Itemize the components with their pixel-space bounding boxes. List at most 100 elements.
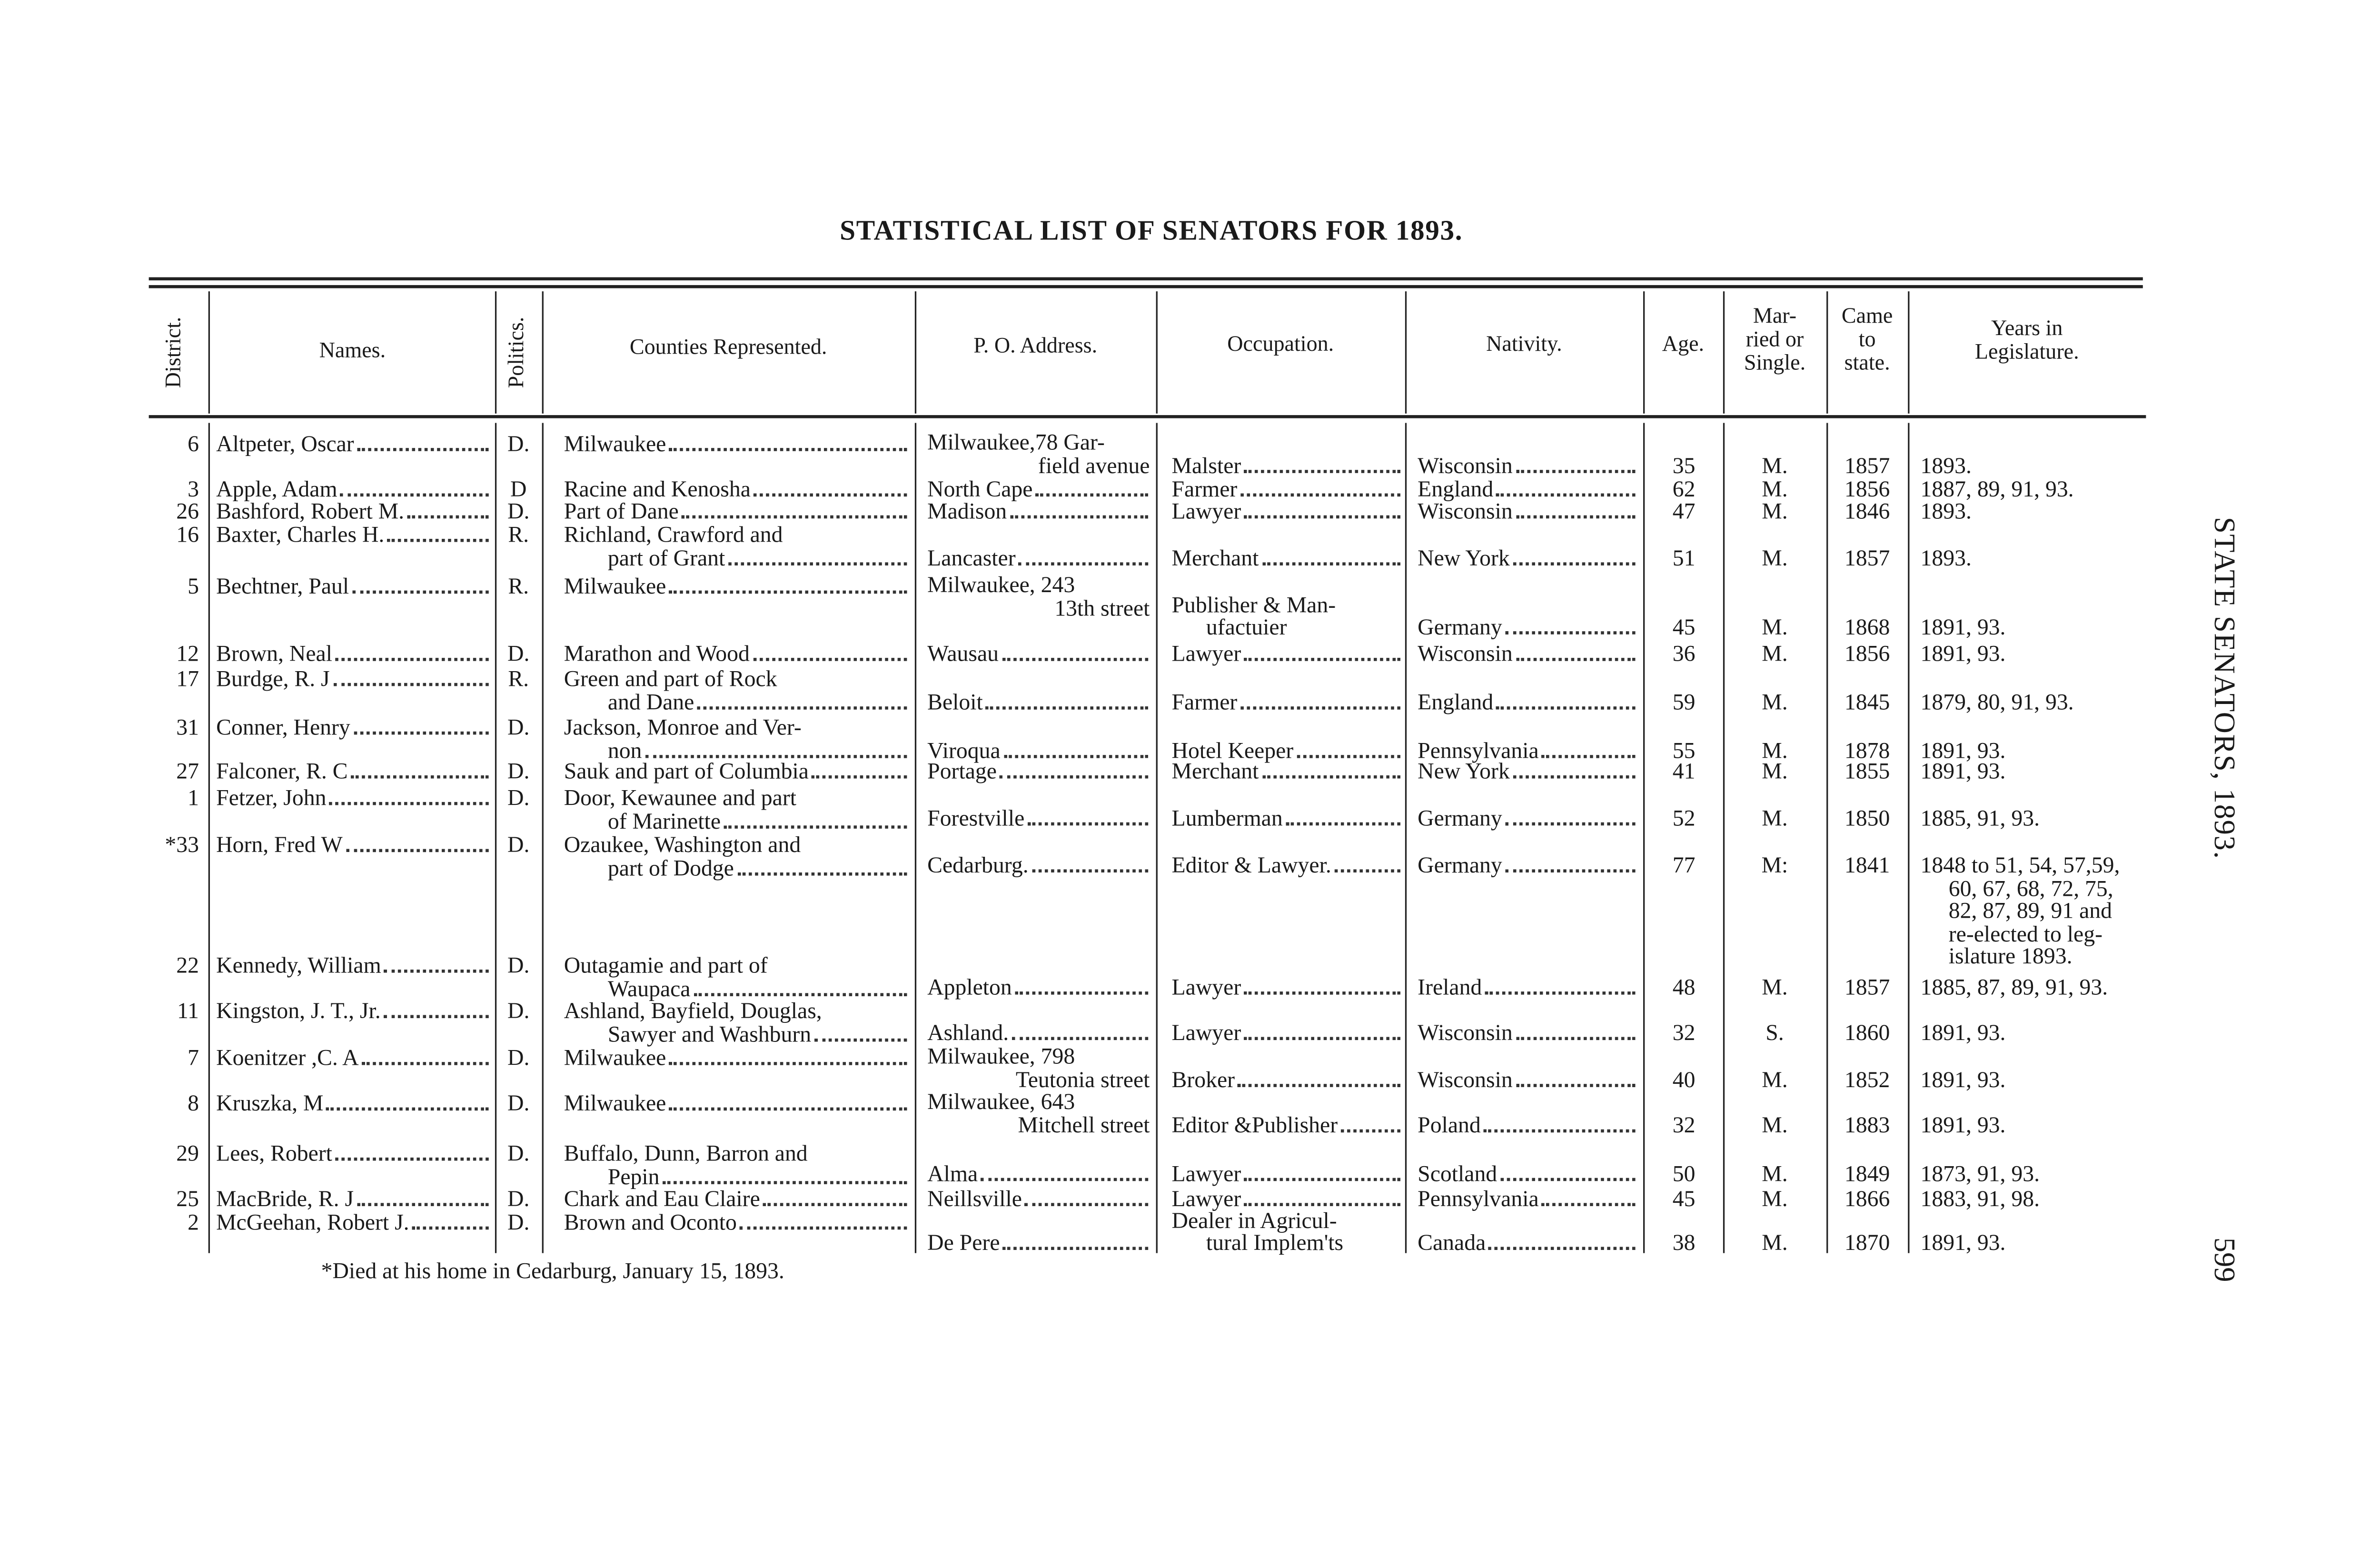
occupation-cell: Editor &Publisher: [1172, 1114, 1402, 1139]
politics-cell-text: D.: [507, 1046, 530, 1071]
came-to-state-cell-text: 1883: [1844, 1113, 1890, 1139]
dot-leader: [682, 500, 907, 519]
address-cell: De Pere: [927, 1231, 1150, 1257]
address-cell-text: Forestville: [927, 806, 1025, 832]
counties-cell: non: [608, 739, 909, 763]
married-cell-text: M.: [1762, 760, 1788, 785]
occupation-cell-text: Lumberman: [1171, 806, 1283, 832]
years-cell: 82, 87, 89, 91 and: [1949, 899, 2160, 924]
dot-leader: [1286, 807, 1400, 826]
occupation-cell: Dealer in Agricul-: [1172, 1209, 1402, 1234]
dot-leader: [1240, 691, 1400, 710]
dot-leader: [1036, 478, 1149, 497]
address-cell-text: De Pere: [927, 1231, 1000, 1257]
address-cell: Lancaster: [927, 546, 1150, 572]
years-cell-text: 1891, 93.: [1920, 1113, 2006, 1139]
years-cell: 1891, 93.: [1921, 615, 2156, 641]
dot-leader: [1003, 739, 1149, 758]
counties-cell-text: Milwaukee: [564, 432, 666, 457]
years-cell: 1879, 80, 91, 93.: [1921, 691, 2156, 716]
occupation-cell-text: Lawyer: [1171, 499, 1241, 525]
years-cell-text: 1893.: [1920, 454, 1972, 479]
counties-cell-text: Brown and Oconto: [564, 1210, 737, 1236]
address-cell: Portage: [927, 760, 1150, 785]
politics-cell: D.: [498, 1046, 539, 1071]
address-cell: Madison: [927, 500, 1150, 525]
name-cell: Kennedy, William: [216, 954, 490, 979]
header-married: Mar- ried or Single.: [1723, 306, 1826, 376]
nativity-cell-text: Poland: [1418, 1113, 1481, 1139]
nativity-cell: Pennsylvania: [1418, 739, 1637, 764]
age-cell: 77: [1648, 853, 1720, 879]
dot-leader: [663, 1165, 907, 1184]
header-address: P. O. Address.: [973, 335, 1098, 359]
header-came-line: state.: [1844, 352, 1890, 376]
address-cell-text: Wausau: [927, 642, 999, 667]
dot-leader: [351, 760, 489, 779]
district-cell-text: *33: [165, 833, 199, 859]
occupation-cell-text: Lawyer: [1171, 1162, 1241, 1188]
years-cell-text: 1848 to 51, 54, 57,59,: [1920, 853, 2120, 879]
age-cell: 41: [1648, 760, 1720, 785]
counties-cell: Sauk and part of Columbia: [564, 760, 909, 785]
married-cell: M.: [1726, 615, 1823, 641]
married-cell-text: M.: [1762, 806, 1788, 832]
occupation-cell: Merchant: [1172, 760, 1402, 785]
counties-cell: Milwaukee: [564, 432, 909, 457]
politics-cell: D.: [498, 500, 539, 525]
married-cell: M.: [1726, 454, 1823, 479]
age-cell-text: 55: [1672, 739, 1696, 764]
married-cell: M.: [1726, 739, 1823, 764]
came-to-state-cell: 1855: [1830, 760, 1905, 785]
age-cell: 51: [1648, 546, 1720, 572]
politics-cell: D.: [498, 833, 539, 859]
years-cell: 1893.: [1921, 546, 2156, 572]
nativity-cell-text: Canada: [1418, 1231, 1486, 1257]
nativity-cell: Germany: [1418, 807, 1637, 832]
came-to-state-cell: 1856: [1830, 478, 1905, 503]
header-came-to-state: Came to state.: [1826, 306, 1908, 376]
address-cell: Beloit: [927, 691, 1150, 716]
address-cell-text: Neillsville: [927, 1187, 1022, 1213]
years-cell: 1891, 93.: [1921, 760, 2156, 785]
years-cell-text: 1893.: [1920, 499, 1972, 525]
years-cell-text: 1893.: [1920, 546, 1972, 572]
married-cell: M.: [1726, 807, 1823, 832]
age-cell: 32: [1648, 1114, 1720, 1139]
name-cell-text: Fetzer, John: [216, 786, 327, 812]
dot-leader: [329, 786, 489, 805]
name-cell-text: Conner, Henry: [216, 715, 350, 741]
dot-leader: [812, 760, 907, 779]
nativity-cell-text: Wisconsin: [1418, 454, 1513, 479]
district-cell-text: 7: [188, 1046, 199, 1071]
column-divider: [208, 423, 210, 1253]
column-divider: [914, 291, 917, 414]
nativity-cell: Canada: [1418, 1231, 1637, 1257]
name-cell-text: Bashford, Robert M.: [216, 499, 405, 525]
name-cell: Falconer, R. C: [216, 760, 490, 785]
dot-leader: [754, 478, 907, 497]
dot-leader: [1240, 478, 1400, 497]
name-cell-text: Burdge, R. J: [216, 667, 330, 693]
years-cell-text: 1891, 93.: [1920, 1068, 2006, 1093]
married-cell: M.: [1726, 976, 1823, 1001]
years-cell: 1891, 93.: [1921, 1231, 2156, 1257]
dot-leader: [333, 667, 489, 686]
politics-cell-text: D.: [507, 1091, 530, 1117]
address-cell: Neillsville: [927, 1187, 1150, 1212]
nativity-cell-text: Germany: [1418, 806, 1502, 832]
politics-cell: D.: [498, 760, 539, 785]
politics-cell: D.: [498, 716, 539, 741]
dot-leader: [740, 1211, 907, 1230]
came-to-state-cell: 1866: [1830, 1187, 1905, 1212]
dot-leader: [362, 1046, 489, 1065]
occupation-cell-text: Farmer: [1171, 477, 1238, 503]
occupation-cell-text: Merchant: [1171, 760, 1259, 785]
dot-leader: [1513, 546, 1636, 565]
age-cell: 35: [1648, 454, 1720, 479]
dot-leader: [357, 1187, 489, 1206]
counties-cell: Milwaukee: [564, 575, 909, 600]
came-to-state-cell-text: 1878: [1844, 739, 1890, 764]
came-to-state-cell-text: 1860: [1844, 1021, 1890, 1047]
counties-cell-text: Ashland, Bayfield, Douglas,: [564, 999, 822, 1025]
